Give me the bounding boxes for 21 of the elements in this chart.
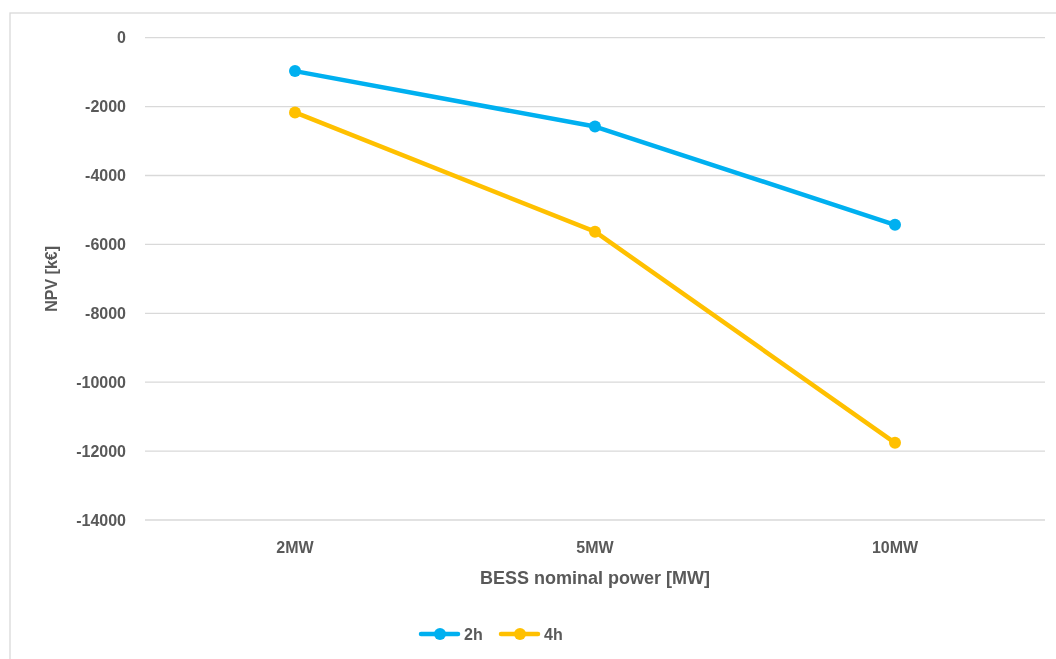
- y-axis-title: NPV [k€]: [43, 245, 60, 312]
- point: [889, 436, 901, 449]
- y-tick-label: -8000: [85, 304, 127, 322]
- y-tick-label: -12000: [76, 442, 127, 460]
- point: [589, 120, 601, 133]
- point: [589, 225, 601, 238]
- y-tick-label: -10000: [76, 373, 127, 391]
- x-tick-label: 2MW: [276, 539, 315, 556]
- x-tick-label: 10MW: [871, 539, 920, 556]
- y-tick-label: -14000: [76, 511, 127, 529]
- y-tick-label: -2000: [85, 98, 127, 116]
- point: [289, 106, 301, 119]
- y-tick-label: 0: [117, 29, 127, 47]
- point: [289, 65, 301, 78]
- legend-label: 4h: [544, 625, 563, 643]
- y-tick-label: -4000: [85, 167, 127, 185]
- point: [889, 218, 901, 231]
- x-axis-title: BESS nominal power [MW]: [479, 568, 711, 588]
- x-tick-label: 5MW: [576, 539, 615, 556]
- y-tick-label: -6000: [85, 236, 127, 253]
- legend-label: 2h: [464, 625, 483, 643]
